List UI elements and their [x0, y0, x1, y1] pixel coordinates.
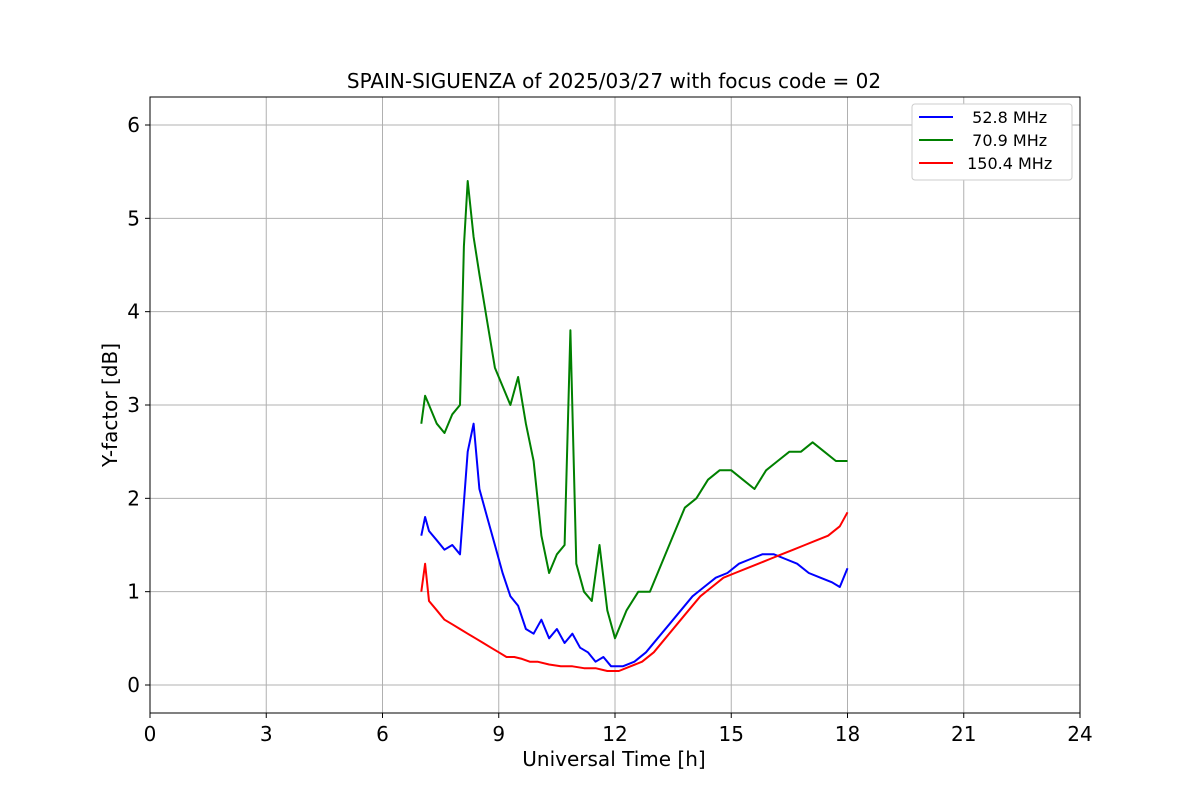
y-tick-label: 2: [127, 486, 140, 510]
y-tick-label: 6: [127, 113, 140, 137]
x-tick-label: 24: [1067, 722, 1092, 746]
series-line-1: [420, 422, 849, 668]
y-tick-label: 0: [127, 673, 140, 697]
x-tick-label: 21: [951, 722, 976, 746]
legend-box: [911, 103, 1073, 181]
series-line-3: [420, 511, 849, 672]
x-tick-label: 6: [376, 722, 389, 746]
x-tick-label: 3: [260, 722, 273, 746]
legend-label-2: 70.9 MHz: [962, 131, 1047, 150]
x-tick-label: 15: [719, 722, 744, 746]
chart-title: SPAIN-SIGUENZA of 2025/03/27 with focus …: [347, 69, 881, 93]
x-axis-title: Universal Time [h]: [522, 747, 705, 771]
series-layer: [420, 180, 849, 672]
series-line-2: [420, 180, 848, 640]
x-tick-label: 18: [835, 722, 860, 746]
y-axis-title: Y-factor [dB]: [98, 343, 122, 468]
y-tick-label: 5: [127, 206, 140, 230]
y-tick-label: 4: [127, 300, 140, 324]
x-tick-label: 0: [144, 722, 157, 746]
x-tick-label: 12: [602, 722, 627, 746]
legend-label-1: 52.8 MHz: [962, 108, 1047, 127]
legend-label-3: 150.4 MHz: [962, 154, 1052, 173]
legend: 52.8 MHz 70.9 MHz 150.4 MHz: [911, 103, 1073, 181]
y-tick-label: 3: [127, 393, 140, 417]
x-tick-label: 9: [492, 722, 505, 746]
y-tick-label: 1: [127, 580, 140, 604]
